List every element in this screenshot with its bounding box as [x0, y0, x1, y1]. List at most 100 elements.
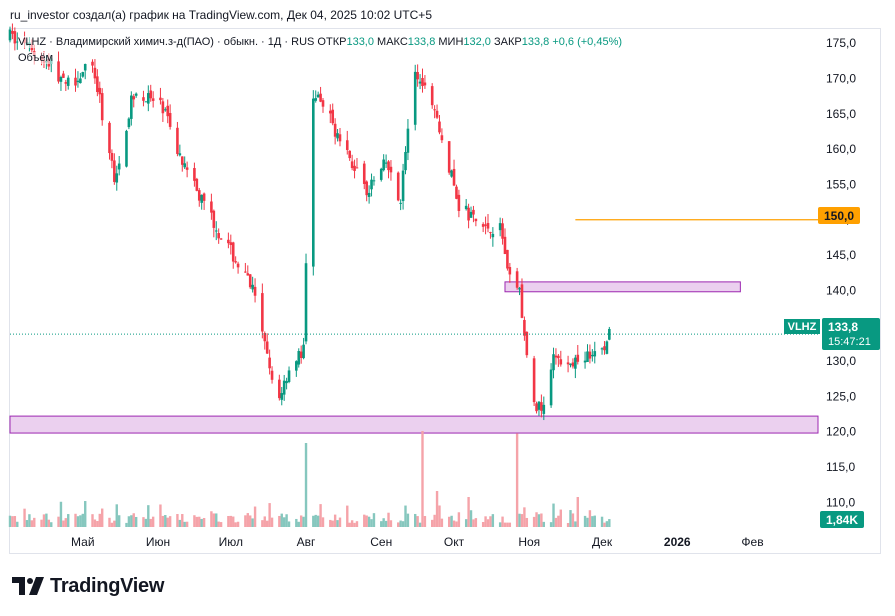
candle-body — [593, 351, 597, 357]
y-tick-label: 125,0 — [826, 389, 856, 403]
volume-bar — [45, 513, 48, 527]
candle-body — [379, 168, 383, 180]
symbol-legend: VLHZ · Владимирский химич.з-д(ПАО) · обы… — [18, 36, 623, 48]
candle-body — [345, 140, 349, 150]
x-tick-label: Авг — [297, 535, 316, 549]
candle-body — [285, 381, 288, 384]
candle-body — [197, 190, 201, 201]
candle-body — [297, 351, 301, 365]
candle-body — [253, 286, 257, 296]
candle-body — [588, 351, 592, 359]
candle-body — [418, 81, 422, 84]
candle-body — [151, 98, 155, 101]
candle-body — [532, 358, 536, 403]
volume-bar — [401, 521, 405, 527]
candle-body — [202, 193, 206, 201]
candle-body — [280, 393, 284, 400]
volume-bar — [455, 521, 458, 527]
volume-bar — [438, 505, 441, 527]
price-tags-layer: VLHZ 133,8 15:47:21 150,0 1,84K — [784, 207, 880, 528]
volume-bar — [586, 517, 589, 527]
candle-body — [464, 205, 468, 210]
candle-body — [217, 233, 220, 239]
volume-bar — [280, 513, 283, 527]
y-tick-label: 130,0 — [826, 354, 856, 368]
volume-bar — [64, 518, 68, 527]
volume-bar — [142, 517, 145, 527]
candle-body — [549, 369, 553, 406]
volume-bar — [481, 521, 485, 527]
candle-body — [554, 355, 558, 358]
volume-bar — [113, 520, 116, 527]
volume-bar — [557, 515, 560, 527]
volume-bar — [198, 516, 201, 527]
volume-bar — [532, 516, 536, 527]
volume-bar — [96, 521, 99, 527]
volume-bar — [331, 520, 334, 527]
volume-bar — [33, 517, 36, 527]
volume-bar — [151, 516, 155, 527]
volume-bar — [603, 522, 606, 527]
candle-body — [200, 194, 203, 203]
candle-body — [212, 210, 216, 228]
candle-body — [321, 100, 325, 107]
candle-body — [591, 354, 594, 357]
change-value: +0,6 (+0,45%) — [552, 36, 623, 48]
volume-tag: 1,84K — [826, 513, 858, 527]
candle-body — [76, 80, 80, 83]
volume-bar — [84, 501, 87, 527]
volume-bar — [399, 520, 402, 527]
x-tick-label: Окт — [444, 535, 465, 549]
volume-bar — [484, 516, 487, 527]
candle-body — [542, 404, 546, 414]
volume-bar — [227, 515, 230, 527]
candle-body — [457, 194, 461, 211]
candle-body — [574, 357, 577, 369]
candle-body — [338, 134, 342, 142]
candle-body — [365, 181, 368, 196]
candle-body — [299, 351, 303, 359]
tradingview-logo[interactable]: TradingView — [12, 574, 164, 598]
candle-body — [600, 348, 604, 350]
volume-bar — [168, 516, 172, 527]
candle-body — [336, 133, 339, 139]
volume-bar — [423, 516, 427, 527]
volume-bar — [30, 520, 34, 527]
close-label: ЗАКР — [493, 36, 522, 48]
volume-bar — [229, 515, 233, 527]
volume-bar — [166, 517, 169, 527]
candle-body — [552, 354, 555, 371]
candle-body — [287, 370, 291, 382]
volume-bar — [593, 515, 596, 527]
candle-body — [367, 192, 371, 197]
volume-bar — [144, 518, 148, 527]
volume-bar — [263, 516, 266, 527]
volume-bar — [370, 519, 373, 527]
x-tick-label: Июн — [146, 535, 170, 549]
candle-body — [110, 152, 114, 161]
volume-bar — [164, 515, 167, 527]
volume-bar — [498, 522, 502, 527]
candle-body — [489, 232, 492, 234]
volume-bar — [380, 521, 383, 527]
close-value: 133,8 — [521, 36, 550, 48]
volume-bar — [304, 443, 308, 527]
candle-body — [214, 230, 218, 232]
candle-body — [161, 101, 165, 114]
volume-bar — [549, 522, 553, 527]
candle-body — [79, 78, 82, 84]
candle-body — [231, 242, 235, 262]
volume-bar — [110, 522, 114, 527]
candle-body — [401, 170, 405, 202]
x-tick-label: Июл — [219, 535, 243, 549]
candle-body — [248, 274, 252, 288]
candle-body — [236, 263, 240, 268]
y-tick-label: 170,0 — [826, 71, 856, 85]
candle-body — [571, 362, 575, 367]
x-tick-label: Май — [71, 535, 95, 549]
volume-bar — [251, 518, 254, 527]
candle-body — [416, 72, 419, 80]
volume-bar — [278, 515, 281, 527]
volume-bar — [540, 513, 543, 527]
